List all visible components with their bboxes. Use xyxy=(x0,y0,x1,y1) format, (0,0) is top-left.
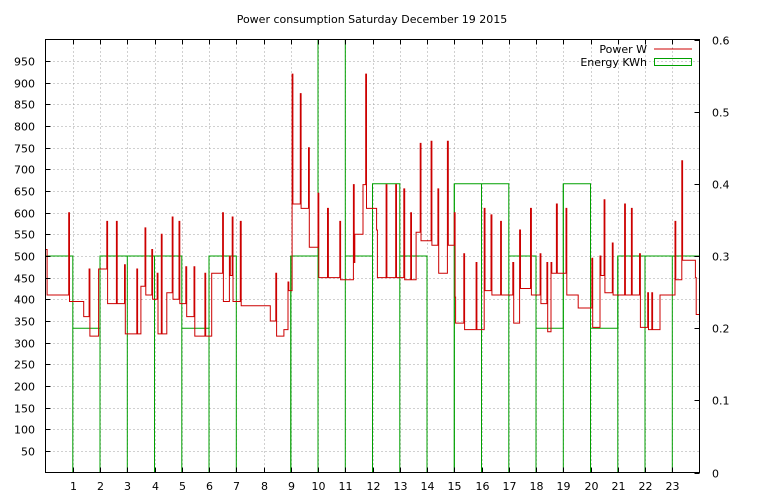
x-tick-label: 17 xyxy=(503,480,517,493)
x-tick-label: 6 xyxy=(206,480,213,493)
x-tick-label: 20 xyxy=(585,480,599,493)
x-tick-label: 7 xyxy=(233,480,240,493)
y-left-tick-label: 150 xyxy=(14,403,35,416)
y-left-tick-label: 350 xyxy=(14,316,35,329)
legend-label-energy: Energy KWh xyxy=(580,56,647,69)
y-left-tick-label: 750 xyxy=(14,143,35,156)
y-right-tick-label: 0.2 xyxy=(712,323,730,336)
x-tick-label: 14 xyxy=(421,480,435,493)
left-axis-ticks: 50 100 150 200 250 300 350 400 450 500 550 600 650 70… xyxy=(14,56,51,459)
x-tick-label: 4 xyxy=(152,480,159,493)
x-tick-label: 22 xyxy=(639,480,653,493)
y-left-tick-label: 300 xyxy=(14,338,35,351)
x-tick-label: 2 xyxy=(97,480,104,493)
x-tick-label: 12 xyxy=(367,480,381,493)
x-tick-label: 19 xyxy=(557,480,571,493)
x-tick-label: 11 xyxy=(339,480,353,493)
y-right-tick-label: 0.1 xyxy=(712,395,730,408)
series-power-w xyxy=(45,73,700,337)
y-left-tick-label: 800 xyxy=(14,121,35,134)
power-w-line xyxy=(45,73,700,337)
right-axis-ticks: 0 0.1 0.2 0.3 0.4 0.5 0.6 xyxy=(694,35,730,481)
x-tick-label: 21 xyxy=(612,480,626,493)
x-tick-label: 5 xyxy=(179,480,186,493)
legend-swatch-energy xyxy=(654,58,692,66)
x-tick-label: 10 xyxy=(312,480,326,493)
y-left-tick-label: 900 xyxy=(14,78,35,91)
x-tick-label: 13 xyxy=(394,480,408,493)
y-right-tick-label: 0.3 xyxy=(712,251,730,264)
chart-title: Power consumption Saturday December 19 2… xyxy=(237,13,508,26)
y-left-tick-label: 450 xyxy=(14,273,35,286)
x-tick-label: 1 xyxy=(70,480,77,493)
y-left-tick-label: 950 xyxy=(14,56,35,69)
y-left-tick-label: 850 xyxy=(14,99,35,112)
y-left-tick-label: 650 xyxy=(14,186,35,199)
x-tick-label: 15 xyxy=(448,480,462,493)
y-left-tick-label: 400 xyxy=(14,294,35,307)
y-left-tick-label: 700 xyxy=(14,164,35,177)
y-left-tick-label: 200 xyxy=(14,381,35,394)
y-left-tick-label: 50 xyxy=(21,446,35,459)
x-tick-label: 8 xyxy=(261,480,268,493)
x-axis-ticks: 1 2 3 4 5 6 7 8 9 10 11 12 13 14 15 16 17 18 19 20 21 22 23 xyxy=(70,39,680,493)
x-tick-label: 3 xyxy=(124,480,131,493)
x-tick-label: 9 xyxy=(288,480,295,493)
y-left-tick-label: 250 xyxy=(14,359,35,372)
legend-label-power: Power W xyxy=(599,43,647,56)
y-left-tick-label: 100 xyxy=(14,424,35,437)
x-tick-label: 16 xyxy=(476,480,490,493)
y-right-tick-label: 0.5 xyxy=(712,107,730,120)
y-left-tick-label: 600 xyxy=(14,208,35,221)
x-tick-label: 18 xyxy=(530,480,544,493)
y-right-tick-label: 0.4 xyxy=(712,179,730,192)
x-tick-label: 23 xyxy=(666,480,680,493)
y-right-tick-label: 0.6 xyxy=(712,35,730,48)
legend: Power W Energy KWh xyxy=(580,43,692,69)
y-left-tick-label: 550 xyxy=(14,229,35,242)
y-right-tick-label: 0 xyxy=(712,468,719,481)
y-left-tick-label: 500 xyxy=(14,251,35,264)
